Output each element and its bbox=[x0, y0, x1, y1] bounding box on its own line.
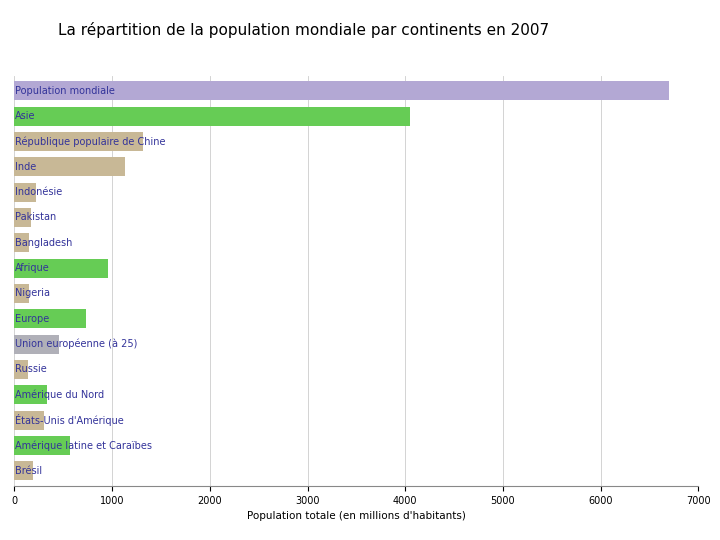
Text: Afrique: Afrique bbox=[15, 263, 50, 273]
Text: Pakistan: Pakistan bbox=[15, 212, 56, 222]
Bar bbox=[14, 386, 47, 404]
Bar bbox=[14, 461, 33, 480]
Text: Union européenne (à 25): Union européenne (à 25) bbox=[15, 339, 138, 349]
Text: La répartition de la population mondiale par continents en 2007: La répartition de la population mondiale… bbox=[58, 22, 549, 38]
Text: Indonésie: Indonésie bbox=[15, 187, 63, 197]
Text: États-Unis d'Amérique: États-Unis d'Amérique bbox=[15, 414, 124, 426]
Bar bbox=[14, 259, 108, 278]
Text: République populaire de Chine: République populaire de Chine bbox=[15, 136, 166, 147]
Bar bbox=[14, 106, 410, 126]
Text: Inde: Inde bbox=[15, 162, 37, 172]
Bar bbox=[14, 410, 44, 430]
Bar bbox=[14, 360, 28, 379]
Bar bbox=[14, 309, 86, 328]
Bar bbox=[14, 233, 29, 252]
Text: Amérique du Nord: Amérique du Nord bbox=[15, 389, 104, 400]
Bar bbox=[14, 436, 71, 455]
X-axis label: Population totale (en millions d'habitants): Population totale (en millions d'habitan… bbox=[247, 511, 466, 521]
Bar bbox=[14, 284, 29, 303]
Bar bbox=[14, 208, 30, 227]
Bar bbox=[14, 132, 143, 151]
Text: Population mondiale: Population mondiale bbox=[15, 86, 115, 96]
Text: Russie: Russie bbox=[15, 364, 47, 374]
Text: Europe: Europe bbox=[15, 314, 50, 324]
Text: Bangladesh: Bangladesh bbox=[15, 238, 73, 248]
Text: Asie: Asie bbox=[15, 111, 36, 121]
Bar bbox=[14, 82, 669, 100]
Text: Amérique latine et Caraïbes: Amérique latine et Caraïbes bbox=[15, 440, 152, 451]
Text: Nigeria: Nigeria bbox=[15, 288, 50, 299]
Text: Brésil: Brésil bbox=[15, 466, 42, 476]
Bar bbox=[14, 157, 125, 176]
Bar bbox=[14, 183, 37, 201]
Bar bbox=[14, 335, 59, 354]
